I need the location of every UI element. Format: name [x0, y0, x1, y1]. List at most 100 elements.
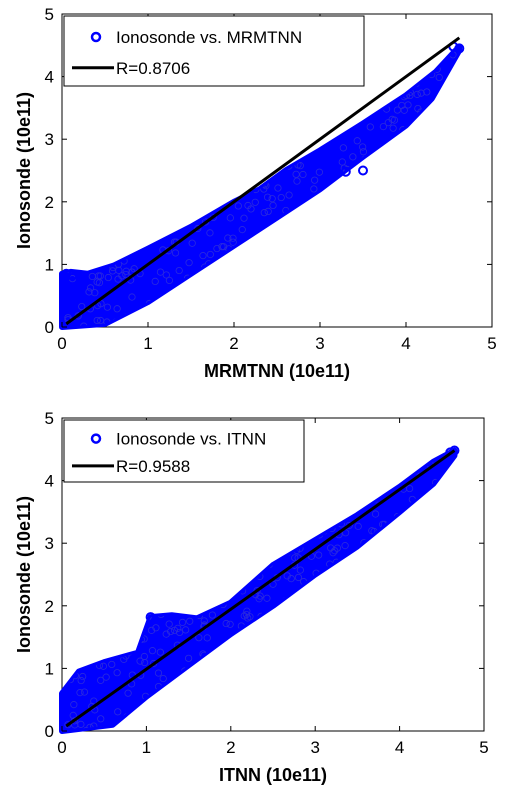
scatter-point — [449, 445, 460, 456]
x-axis-label: MRMTNN (10e11) — [204, 361, 350, 381]
scatter-point — [244, 201, 252, 210]
scatter-point — [136, 657, 144, 665]
x-axis-label: ITNN (10e11) — [219, 765, 327, 785]
scatter-point — [353, 137, 361, 145]
scatter-point — [293, 177, 301, 185]
scatter-point — [102, 673, 110, 681]
scatter-point — [114, 708, 122, 716]
scatter-point — [299, 170, 307, 179]
scatter-point — [96, 316, 105, 325]
scatter-point — [200, 617, 208, 625]
scatter-point — [151, 277, 159, 286]
scatter-point — [156, 648, 164, 656]
scatter-point — [103, 303, 111, 311]
scatter-point — [159, 674, 167, 683]
scatter-point — [67, 270, 78, 281]
scatter-point — [238, 226, 246, 234]
x-tick-label: 0 — [57, 738, 66, 757]
scatter-point — [310, 185, 318, 193]
scatter-point — [220, 243, 228, 251]
legend-marker-scatter — [90, 31, 102, 43]
scatter-point — [274, 184, 282, 192]
scatter-point — [256, 592, 264, 600]
scatter-point — [354, 522, 362, 530]
scatter-point — [165, 620, 173, 628]
scatter-point — [140, 652, 148, 661]
scatter-point — [224, 234, 232, 242]
scatter-point — [156, 268, 165, 276]
scatter-point — [97, 715, 105, 723]
scatter-point — [287, 575, 295, 583]
scatter-point — [359, 143, 367, 151]
scatter-point — [340, 166, 351, 177]
scatter-point — [88, 272, 96, 281]
y-axis-label: Ionosonde (10e11) — [14, 92, 34, 249]
scatter-point — [393, 106, 402, 114]
y-tick-label: 0 — [45, 722, 54, 741]
scatter-point — [292, 170, 300, 178]
scatter-point — [90, 697, 98, 705]
y-tick-label: 5 — [45, 409, 54, 428]
scatter-point — [243, 607, 251, 615]
scatter-point — [269, 201, 277, 210]
y-tick-label: 1 — [45, 255, 54, 274]
scatter-point — [242, 610, 251, 619]
y-tick-label: 3 — [45, 534, 54, 553]
scatter-point — [226, 620, 234, 628]
x-tick-label: 1 — [142, 738, 151, 757]
scatter-point — [213, 244, 221, 253]
scatter-point — [294, 573, 303, 582]
scatter-point — [406, 484, 414, 493]
scatter-point — [145, 612, 156, 623]
scatter-point — [162, 271, 170, 279]
scatter-point — [389, 124, 397, 132]
scatter-point — [414, 104, 422, 113]
scatter-point — [85, 288, 93, 296]
scatter-point — [285, 191, 293, 199]
scatter-point — [162, 630, 170, 638]
scatter-point — [268, 195, 276, 203]
legend-box — [63, 15, 365, 87]
scatter-point — [454, 43, 465, 54]
scatter-point — [175, 266, 183, 275]
scatter-point — [186, 617, 194, 625]
scatter-point — [113, 669, 121, 677]
legend-label-line: R=0.9588 — [116, 457, 190, 476]
scatter-point — [93, 278, 101, 286]
x-tick-label: 0 — [57, 334, 66, 353]
scatter-point — [400, 106, 408, 114]
legend-label-line: R=0.8706 — [116, 59, 190, 78]
scatter-point — [114, 275, 122, 283]
scatter-point — [359, 148, 368, 156]
regression-line — [65, 36, 461, 326]
scatter-point — [167, 627, 175, 636]
scatter-point — [339, 144, 347, 152]
y-tick-label: 3 — [45, 130, 54, 149]
scatter-point — [96, 272, 104, 280]
y-axis-label: Ionosonde (10e11) — [14, 496, 34, 653]
x-tick-label: 5 — [487, 334, 496, 353]
scatter-point — [206, 250, 214, 259]
x-tick-label: 4 — [395, 738, 404, 757]
scatter-point — [277, 193, 285, 202]
scatter-point — [234, 202, 242, 210]
scatter-point — [152, 624, 160, 632]
scatter-point — [99, 662, 108, 670]
scatter-point — [185, 259, 193, 267]
scatter-point — [194, 224, 202, 233]
scatter-point — [338, 158, 346, 166]
scatter-point — [176, 628, 184, 637]
scatter-point — [315, 551, 323, 559]
scatter-point — [70, 701, 78, 709]
scatter-point — [64, 721, 72, 729]
y-tick-label: 2 — [45, 597, 54, 616]
scatter-point — [331, 547, 339, 555]
scatter-point — [388, 115, 396, 123]
scatter-point — [417, 89, 425, 97]
scatter-point — [371, 510, 380, 518]
scatter-point — [435, 73, 443, 81]
scatter-point — [342, 529, 350, 537]
scatter-point — [263, 594, 271, 602]
scatter-point — [188, 239, 196, 247]
scatter-point — [423, 88, 431, 96]
